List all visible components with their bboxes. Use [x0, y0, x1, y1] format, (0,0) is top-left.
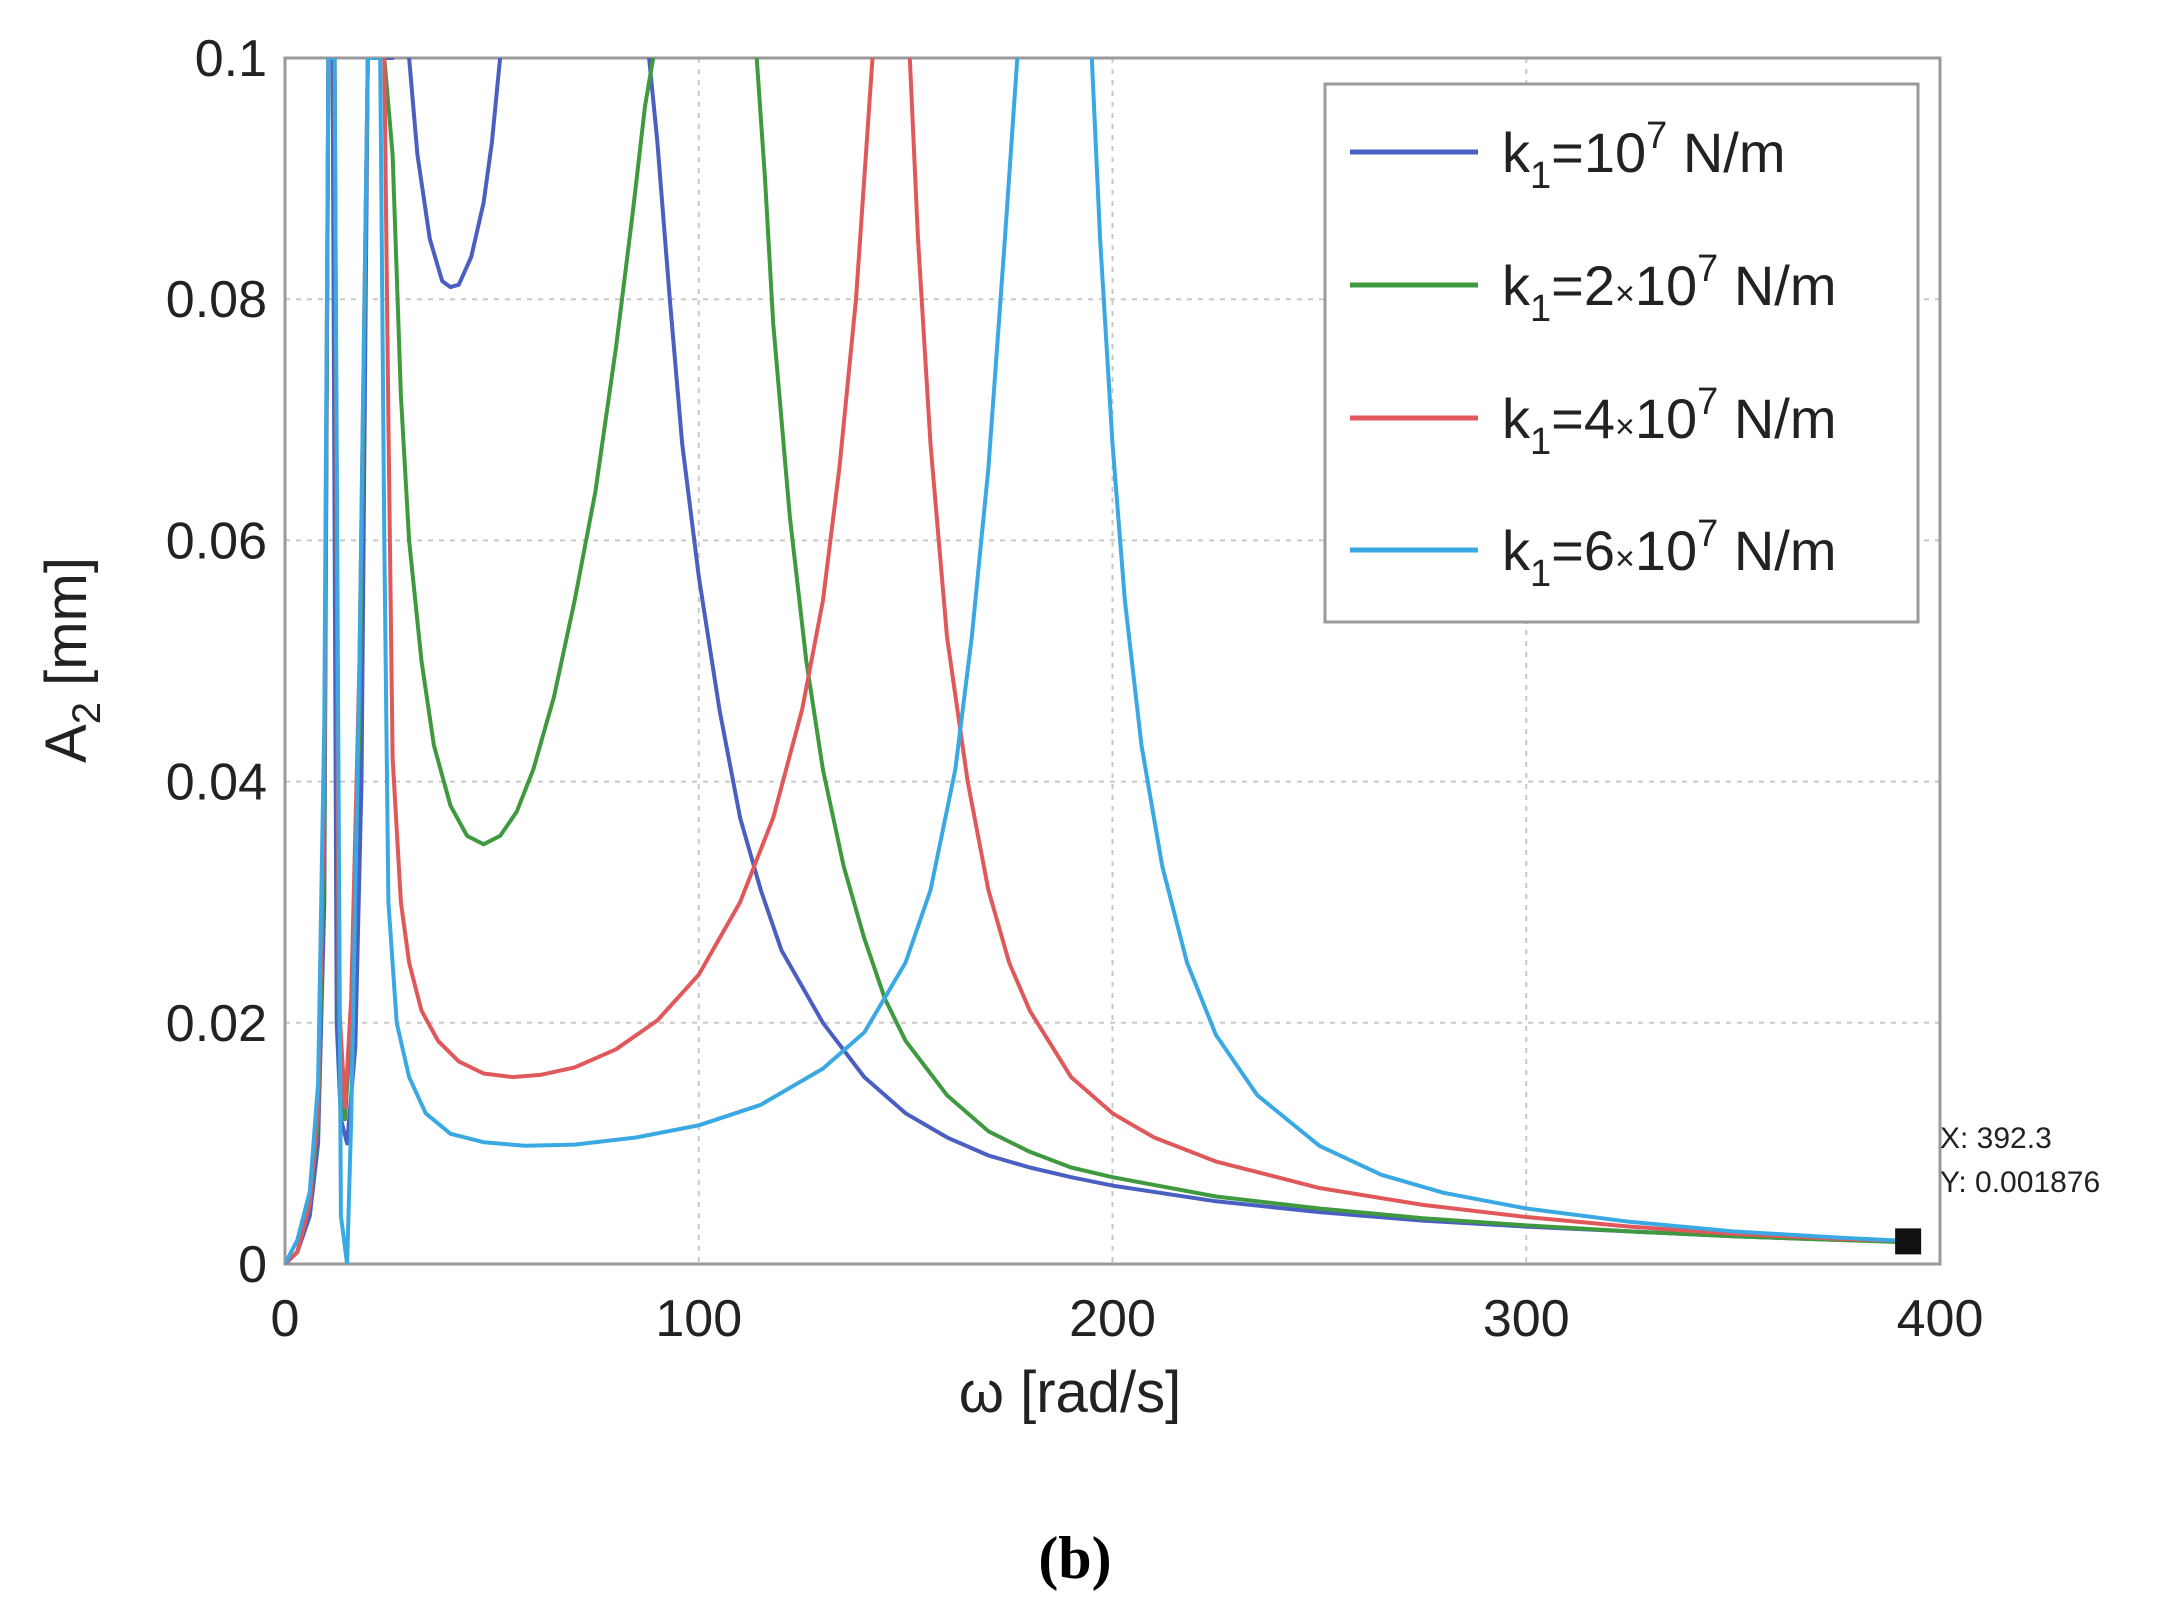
plot-frame — [283, 56, 1942, 1266]
legend-label-part: 7 — [1697, 381, 1718, 423]
legend-label-part: k — [1502, 254, 1531, 317]
y-tick-label: 0.02 — [166, 995, 267, 1053]
y-tick-label: 0.04 — [166, 754, 267, 812]
y-tick-label: 0 — [238, 1236, 267, 1294]
legend-label-part: 1 — [1530, 553, 1551, 595]
legend-box — [1323, 82, 1920, 624]
series-line — [1089, 58, 1909, 1244]
x-tick-label: 100 — [655, 1290, 742, 1348]
legend-label-part: 10 — [1584, 121, 1646, 184]
legend-label-part: 10 — [1635, 519, 1697, 582]
legend-label-part: 10 — [1635, 254, 1697, 317]
legend-label-part: N/m — [1718, 254, 1836, 317]
legend-label-part: k — [1502, 387, 1531, 450]
legend-label-part: 1 — [1530, 288, 1551, 330]
legend-label-part: N/m — [1667, 121, 1785, 184]
legend-label-part: =4 — [1551, 387, 1615, 450]
x-tick-label: 400 — [1897, 1290, 1984, 1348]
legend-label-part: k — [1502, 519, 1531, 582]
y-axis-label: A2 [mm] — [34, 557, 109, 763]
series-line — [907, 58, 1909, 1244]
legend: k1=107 N/mk1=2×107 N/mk1=4×107 N/mk1=6×1… — [1323, 82, 1920, 624]
legend-label-part: =6 — [1551, 519, 1615, 582]
legend-label: k1=6×107 N/m — [1502, 513, 1837, 595]
series-line — [285, 58, 875, 1264]
legend-label-part: N/m — [1718, 519, 1836, 582]
series-line — [285, 58, 656, 1264]
legend-label-part: 7 — [1646, 115, 1667, 157]
legend-label-part: 1 — [1530, 421, 1551, 463]
figure-caption: (b) — [1038, 1525, 1111, 1591]
datatip-marker — [1895, 1228, 1922, 1255]
series-layer — [285, 58, 1909, 1264]
datatip-x-label: X: 392.3 — [1940, 1122, 2052, 1155]
y-axis-label-main: A — [34, 724, 99, 763]
x-tick-label: 0 — [271, 1290, 300, 1348]
legend-label-part: 7 — [1697, 513, 1718, 555]
legend-label-part: × — [1615, 540, 1635, 578]
y-tick-label: 0.06 — [166, 512, 267, 570]
x-axis-ticks: 0 100 200 300 400 — [271, 1290, 1984, 1348]
series-line — [754, 58, 1909, 1245]
y-tick-label: 0.08 — [166, 271, 267, 329]
x-tick-label: 300 — [1483, 1290, 1570, 1348]
y-axis-label-unit: [mm] — [34, 557, 99, 702]
series-line — [285, 58, 1020, 1264]
legend-label-part: × — [1615, 408, 1635, 446]
legend-entries: k1=107 N/mk1=2×107 N/mk1=4×107 N/mk1=6×1… — [1350, 115, 1837, 595]
legend-label-part: = — [1551, 121, 1584, 184]
legend-label-part: 1 — [1530, 155, 1551, 197]
datatip-y-label: Y: 0.001876 — [1940, 1166, 2100, 1199]
legend-label-part: =2 — [1551, 254, 1615, 317]
y-tick-label: 0.1 — [195, 30, 267, 88]
datatip: X: 392.3 Y: 0.001876 — [1895, 1122, 2100, 1255]
legend-label-part: N/m — [1718, 387, 1836, 450]
legend-label-part: × — [1615, 275, 1635, 313]
legend-label: k1=107 N/m — [1502, 115, 1786, 197]
legend-label-part: k — [1502, 121, 1531, 184]
x-tick-label: 200 — [1069, 1290, 1156, 1348]
legend-label: k1=4×107 N/m — [1502, 381, 1837, 463]
y-axis-ticks: 0 0.02 0.04 0.06 0.08 0.1 — [166, 30, 267, 1294]
legend-label-part: 7 — [1697, 248, 1718, 290]
y-axis-label-sub: 2 — [65, 702, 109, 724]
legend-label-part: 10 — [1635, 387, 1697, 450]
legend-label: k1=2×107 N/m — [1502, 248, 1837, 330]
x-axis-label: ω [rad/s] — [959, 1360, 1182, 1425]
